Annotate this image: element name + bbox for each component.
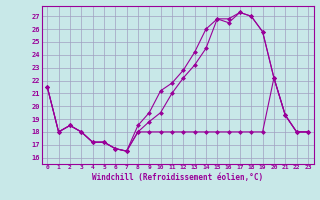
X-axis label: Windchill (Refroidissement éolien,°C): Windchill (Refroidissement éolien,°C) bbox=[92, 173, 263, 182]
